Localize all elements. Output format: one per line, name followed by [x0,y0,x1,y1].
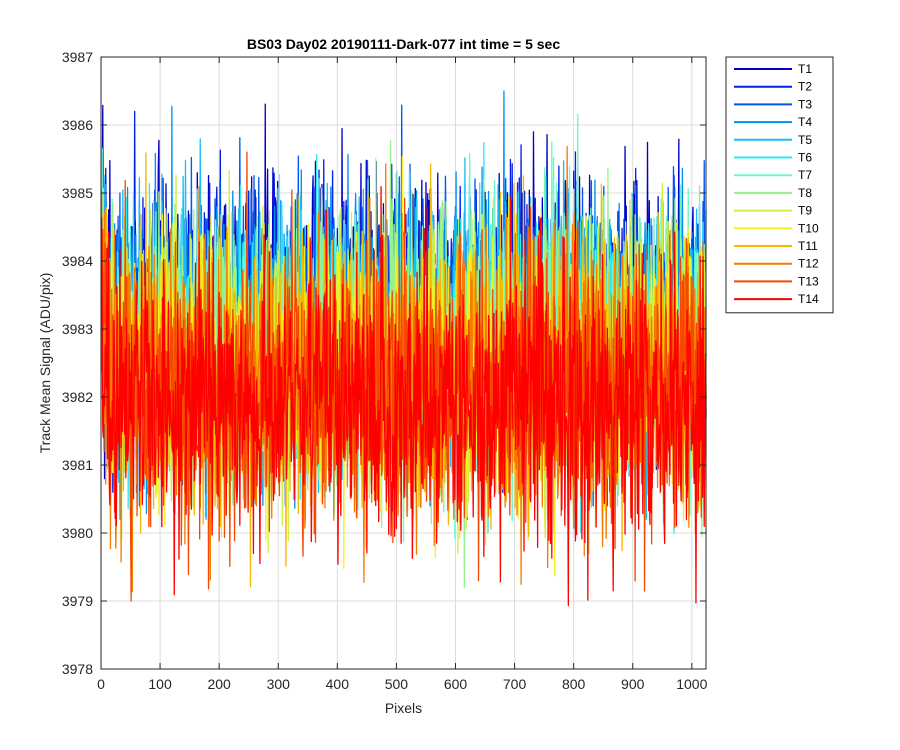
legend-item-t9[interactable]: T9 [734,204,812,218]
y-axis-ticks: 3978 3979 3980 3981 3982 3983 3984 3985 3986 3987 [62,49,706,677]
x-tick-label: 300 [267,676,291,692]
legend-item-t12[interactable]: T12 [734,257,819,271]
x-tick-label: 600 [444,676,468,692]
y-tick-label: 3978 [62,661,93,677]
legend-item-t10[interactable]: T10 [734,221,819,235]
series-line-t14 [100,186,707,607]
y-tick-label: 3985 [62,185,93,201]
legend-label: T12 [798,257,819,271]
legend-label: T4 [798,115,812,129]
legend-label: T2 [798,80,812,94]
y-tick-label: 3984 [62,253,93,269]
legend-item-t1[interactable]: T1 [734,62,812,76]
x-tick-label: 0 [97,676,105,692]
x-axis-label: Pixels [385,700,422,716]
legend-item-t6[interactable]: T6 [734,151,812,165]
y-tick-label: 3980 [62,525,93,541]
x-tick-label: 800 [562,676,586,692]
y-tick-label: 3987 [62,49,93,65]
legend[interactable]: T1 T2 T3 T4 T5 T6 T7 T8 T9 T10 T11 T12 T13 T14 [725,56,834,314]
legend-item-t13[interactable]: T13 [734,274,819,288]
legend-item-t14[interactable]: T14 [734,292,819,306]
x-tick-label: 1000 [676,676,707,692]
legend-item-t7[interactable]: T7 [734,168,812,182]
legend-box [725,56,834,314]
y-tick-label: 3982 [62,389,93,405]
legend-label: T3 [798,97,812,111]
legend-item-t5[interactable]: T5 [734,133,812,147]
x-tick-label: 900 [621,676,645,692]
legend-label: T14 [798,292,819,306]
legend-item-t2[interactable]: T2 [734,80,812,94]
legend-item-t3[interactable]: T3 [734,97,812,111]
legend-item-t8[interactable]: T8 [734,186,812,200]
legend-label: T6 [798,151,812,165]
x-tick-label: 500 [385,676,409,692]
x-axis-ticks: 0 100 200 300 400 500 600 700 800 900 1000 [97,57,708,692]
legend-label: T11 [798,239,818,253]
y-tick-label: 3979 [62,593,93,609]
legend-label: T10 [798,221,819,235]
x-tick-label: 100 [148,676,172,692]
legend-label: T8 [798,186,812,200]
x-tick-label: 700 [503,676,527,692]
legend-item-t4[interactable]: T4 [734,115,812,129]
legend-label: T1 [798,62,812,76]
y-tick-label: 3981 [62,457,93,473]
legend-label: T5 [798,133,812,147]
legend-item-t11[interactable]: T11 [734,239,818,253]
legend-label: T9 [798,204,812,218]
y-tick-label: 3983 [62,321,93,337]
legend-label: T13 [798,274,819,288]
y-axis-label: Track Mean Signal (ADU/pix) [37,273,53,454]
x-tick-label: 400 [326,676,350,692]
axes-box [100,56,707,670]
legend-label: T7 [798,168,812,182]
chart-title: BS03 Day02 20190111-Dark-077 int time = … [247,36,560,52]
x-tick-label: 200 [207,676,231,692]
series-layer [100,90,707,607]
y-tick-label: 3986 [62,117,93,133]
